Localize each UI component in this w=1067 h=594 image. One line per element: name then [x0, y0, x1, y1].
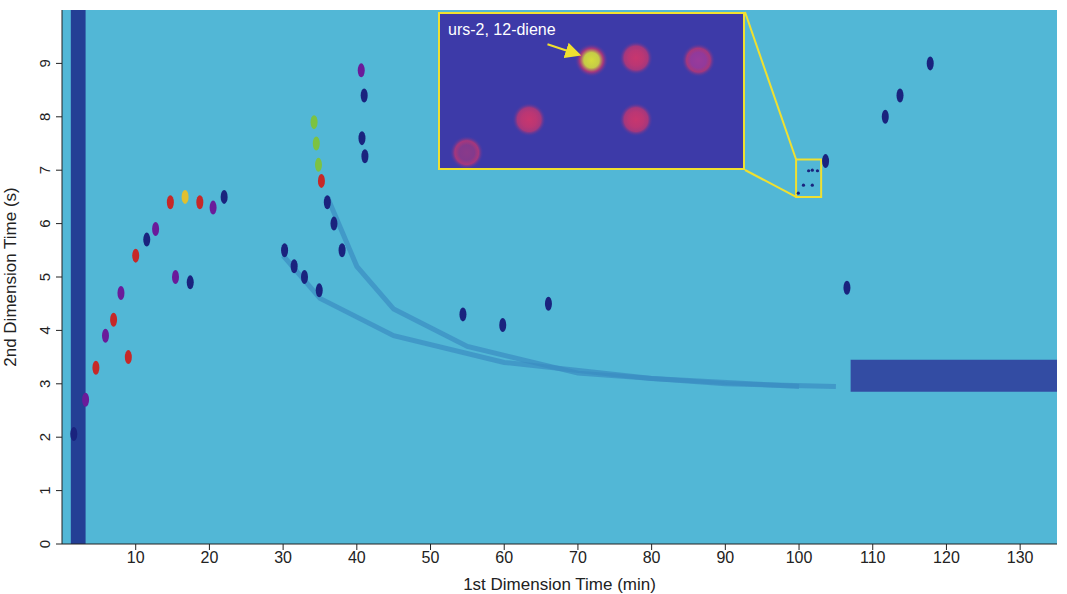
svg-text:50: 50 [422, 549, 440, 566]
svg-text:40: 40 [348, 549, 366, 566]
svg-text:7: 7 [36, 166, 53, 174]
svg-text:20: 20 [201, 549, 219, 566]
svg-text:1st Dimension Time (min): 1st Dimension Time (min) [463, 575, 656, 594]
svg-text:5: 5 [36, 273, 53, 281]
svg-text:3: 3 [36, 380, 53, 388]
svg-text:9: 9 [36, 59, 53, 67]
svg-text:4: 4 [36, 326, 53, 334]
svg-text:130: 130 [1007, 549, 1034, 566]
svg-text:10: 10 [127, 549, 145, 566]
svg-text:100: 100 [786, 549, 813, 566]
svg-text:110: 110 [860, 549, 886, 566]
svg-text:30: 30 [274, 549, 292, 566]
svg-text:urs-2, 12-diene: urs-2, 12-diene [448, 21, 556, 38]
svg-text:70: 70 [569, 549, 587, 566]
svg-text:2nd Dimension Time (s): 2nd Dimension Time (s) [1, 187, 20, 367]
svg-text:1: 1 [36, 486, 53, 494]
svg-text:2: 2 [36, 433, 53, 441]
svg-text:90: 90 [716, 549, 734, 566]
svg-text:80: 80 [643, 549, 661, 566]
svg-text:120: 120 [933, 549, 960, 566]
svg-text:6: 6 [36, 219, 53, 227]
svg-text:0: 0 [36, 540, 53, 548]
svg-text:60: 60 [495, 549, 513, 566]
svg-text:8: 8 [36, 113, 53, 121]
